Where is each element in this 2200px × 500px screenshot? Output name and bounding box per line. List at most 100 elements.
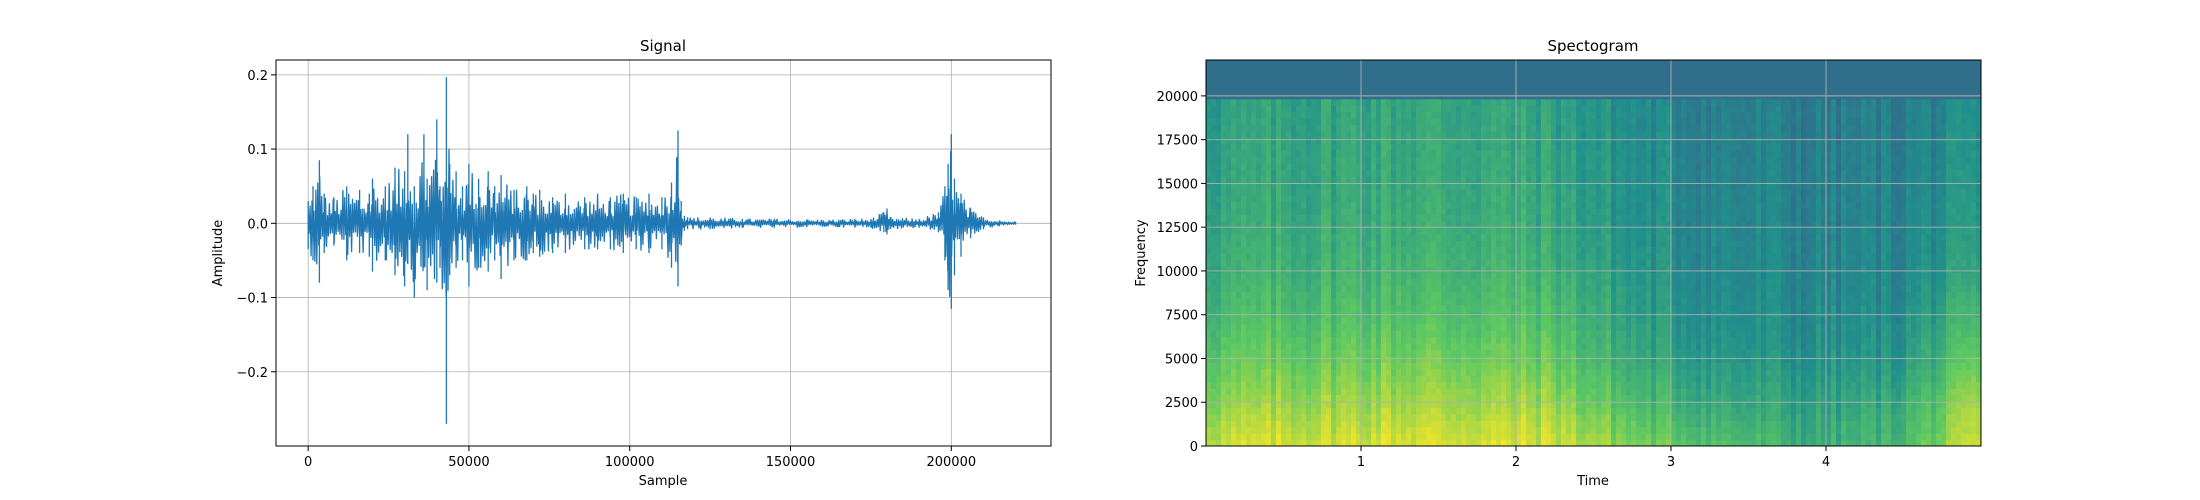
spectrogram-cell: [1511, 240, 1517, 248]
spectrogram-cell: [1586, 105, 1592, 113]
spectrogram-cell: [1586, 143, 1592, 151]
spectrogram-cell: [1486, 169, 1492, 177]
spectrogram-cell: [1246, 150, 1252, 158]
spectrogram-cell: [1506, 253, 1512, 261]
spectrogram-cell: [1231, 66, 1237, 74]
spectrogram-cell: [1326, 426, 1332, 434]
spectrogram-cell: [1271, 291, 1277, 299]
spectrogram-cell: [1311, 298, 1317, 306]
spectrogram-cell: [1581, 220, 1587, 228]
spectrogram-cell: [1256, 207, 1262, 215]
spectrogram-cell: [1586, 162, 1592, 170]
spectrogram-cell: [1556, 349, 1562, 357]
spectrogram-cell: [1571, 426, 1577, 434]
spectrogram-cell: [1446, 150, 1452, 158]
spectrogram-cell: [1556, 439, 1562, 446]
spectrogram-cell: [1341, 188, 1347, 196]
spectrogram-cell: [1281, 162, 1287, 170]
spectrogram-cell: [1576, 233, 1582, 241]
spectrogram-cell: [1611, 349, 1617, 357]
spectrogram-cell: [1581, 117, 1587, 125]
spectrogram-cell: [1546, 156, 1552, 164]
spectrogram-cell: [1616, 214, 1622, 222]
spectrogram-cell: [1236, 375, 1242, 383]
spectrogram-cell: [1541, 439, 1547, 446]
spectrogram-cell: [1501, 105, 1507, 113]
spectrogram-cell: [1376, 343, 1382, 351]
spectrogram-cell: [1386, 413, 1392, 421]
spectrogram-cell: [1241, 246, 1247, 254]
spectrogram-cell: [1506, 60, 1512, 68]
spectrogram-cell: [1446, 394, 1452, 402]
spectrogram-cell: [1581, 413, 1587, 421]
spectrogram-cell: [1326, 117, 1332, 125]
spectrogram-cell: [1491, 188, 1497, 196]
spectrogram-cell: [1471, 265, 1477, 273]
spectrogram-cell: [1281, 336, 1287, 344]
spectrogram-cell: [1231, 420, 1237, 428]
spectrogram-cell: [1391, 420, 1397, 428]
spectrogram-cell: [1291, 349, 1297, 357]
spectrogram-cell: [1541, 253, 1547, 261]
spectrogram-cell: [1601, 420, 1607, 428]
spectrogram-cell: [1326, 60, 1332, 68]
spectrogram-cell: [1551, 227, 1557, 235]
spectrogram-cell: [1561, 278, 1567, 286]
spectrogram-cell: [1211, 156, 1217, 164]
spectrogram-cell: [1516, 426, 1522, 434]
spectrogram-cell: [1466, 233, 1472, 241]
spectrogram-cell: [1466, 375, 1472, 383]
spectrogram-cell: [1406, 60, 1412, 68]
spectrogram-cell: [1521, 413, 1527, 421]
spectrogram-cell: [1431, 233, 1437, 241]
spectrogram-cell: [1351, 240, 1357, 248]
spectrogram-cell: [1286, 169, 1292, 177]
signal-ylabel: Amplitude: [211, 220, 226, 287]
spectrogram-cell: [1316, 220, 1322, 228]
spectrogram-cell: [1446, 85, 1452, 93]
spectrogram-cell: [1466, 207, 1472, 215]
spectrogram-image: [1206, 60, 1981, 446]
spectrogram-cell: [1576, 278, 1582, 286]
spectrogram-cell: [1371, 285, 1377, 293]
spectrogram-cell: [1561, 349, 1567, 357]
spectrogram-cell: [1566, 214, 1572, 222]
spectrogram-cell: [1581, 207, 1587, 215]
spectrogram-cell: [1341, 304, 1347, 312]
spectrogram-cell: [1586, 175, 1592, 183]
spectrogram-cell: [1236, 111, 1242, 119]
spectrogram-cell: [1516, 156, 1522, 164]
spectrogram-cell: [1436, 394, 1442, 402]
spectrogram-cell: [1531, 227, 1537, 235]
spectrogram-cell: [1296, 246, 1302, 254]
spectrogram-cell: [1271, 162, 1277, 170]
spectrogram-cell: [1476, 272, 1482, 280]
spectrogram-cell: [1271, 400, 1277, 408]
spectrogram-cell: [1516, 66, 1522, 74]
spectrogram-cell: [1516, 201, 1522, 209]
spectrogram-cell: [1551, 400, 1557, 408]
spectrogram-cell: [1206, 214, 1212, 222]
spectrogram-cell: [1361, 156, 1367, 164]
spectrogram-cell: [1611, 195, 1617, 203]
spectrogram-cell: [1211, 79, 1217, 87]
spectrogram-cell: [1596, 233, 1602, 241]
spectrogram-cell: [1306, 253, 1312, 261]
spectrogram-cell: [1606, 111, 1612, 119]
spectrogram-cell: [1221, 98, 1227, 106]
spectrogram-cell: [1596, 413, 1602, 421]
spectrogram-cell: [1581, 330, 1587, 338]
spectrogram-cell: [1336, 124, 1342, 132]
spectrogram-cell: [1341, 246, 1347, 254]
spectrogram-cell: [1491, 362, 1497, 370]
spectrogram-cell: [1396, 349, 1402, 357]
spectrogram-cell: [1401, 330, 1407, 338]
spectrogram-cell: [1411, 240, 1417, 248]
spectrogram-cell: [1241, 253, 1247, 261]
spectrogram-cell: [1321, 433, 1327, 441]
spectrogram-cell: [1386, 66, 1392, 74]
spectrogram-cell: [1456, 323, 1462, 331]
spectrogram-cell: [1606, 439, 1612, 446]
spectrogram-cell: [1401, 98, 1407, 106]
spectrogram-cell: [1511, 433, 1517, 441]
